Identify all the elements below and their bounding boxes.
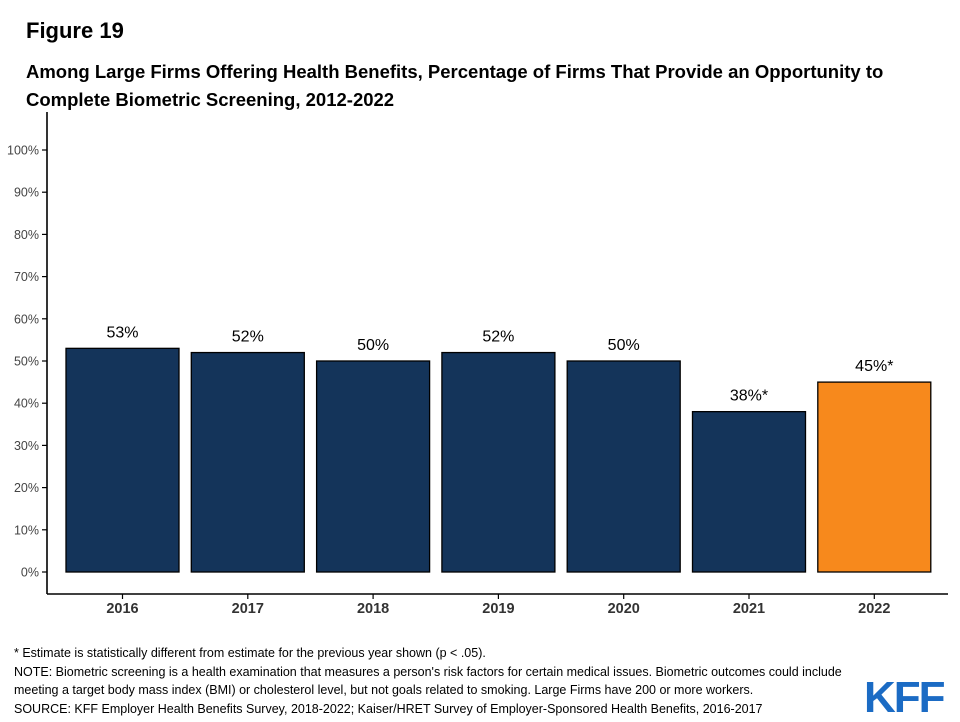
x-tick-label-2019: 2019 [482, 601, 514, 617]
footnote-note-line-1: NOTE: Biometric screening is a health ex… [14, 664, 842, 679]
x-tick-label-2018: 2018 [357, 601, 389, 617]
bar-2021 [691, 410, 807, 573]
y-tick-label: 20% [14, 481, 39, 495]
figure-label: Figure 19 [26, 18, 124, 43]
y-tick-label: 80% [14, 228, 39, 242]
y-tick-label: 100% [7, 144, 39, 158]
data-label-2020: 50% [608, 337, 640, 354]
bar-2018 [315, 360, 431, 573]
footnote-note-line-2: meeting a target body mass index (BMI) o… [14, 683, 754, 698]
data-label-2017: 52% [232, 329, 264, 346]
y-tick-label: 0% [21, 566, 39, 580]
y-tick-label: 70% [14, 270, 39, 284]
footnote-significance: * Estimate is statistically different fr… [14, 646, 486, 660]
footnote-source: SOURCE: KFF Employer Health Benefits Sur… [14, 701, 763, 716]
bar-2019 [441, 351, 556, 573]
kff-logo: KFF [864, 673, 946, 722]
x-tick-label-2017: 2017 [232, 601, 264, 617]
y-tick-label: 30% [14, 439, 39, 453]
footnotes: * Estimate is statistically different fr… [14, 644, 874, 718]
y-tick-label: 60% [14, 312, 39, 326]
bar-2022 [817, 381, 932, 573]
y-tick-label: 10% [14, 523, 39, 537]
data-label-2021: 38%* [730, 388, 768, 405]
bar-2020 [566, 360, 681, 573]
data-label-2018: 50% [357, 337, 389, 354]
y-tick-label: 90% [14, 186, 39, 200]
chart-title: Among Large Firms Offering Health Benefi… [26, 61, 884, 110]
x-tick-label-2022: 2022 [858, 601, 890, 617]
x-tick-label-2020: 2020 [608, 601, 640, 617]
x-tick-label-2021: 2021 [733, 601, 765, 617]
bar-2016 [65, 347, 180, 573]
y-tick-label: 50% [14, 355, 39, 369]
data-label-2022: 45%* [855, 358, 893, 375]
x-tick-label-2016: 2016 [106, 601, 138, 617]
bar-2017 [190, 351, 305, 573]
bar-chart: 0% 10% 20% 30% 40% 50% 60% 70% 80% 90% 100% 53% 52%… [7, 112, 948, 617]
y-tick-label: 40% [14, 397, 39, 411]
data-label-2019: 52% [482, 329, 514, 346]
data-label-2016: 53% [106, 324, 138, 341]
